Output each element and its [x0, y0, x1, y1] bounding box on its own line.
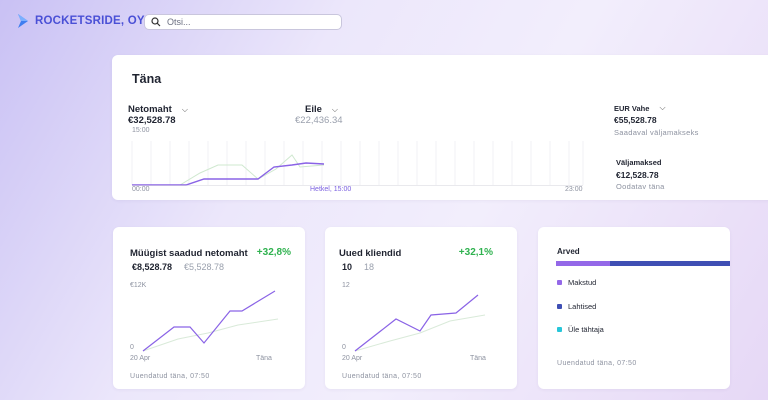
payouts-value: €12,528.78 — [616, 170, 659, 180]
invoices-card[interactable]: Arved Makstud Lahtised Üle tähtaja Uuend… — [538, 227, 730, 389]
yesterday-line — [132, 154, 325, 186]
previous-period-line — [354, 314, 486, 352]
today-chart — [131, 141, 584, 186]
compare-label: Eile — [305, 104, 322, 115]
legend-swatch — [557, 280, 562, 285]
legend-swatch — [557, 327, 562, 332]
updated-text: Uuendatud täna, 07:50 — [342, 373, 422, 380]
search-input[interactable] — [167, 17, 327, 27]
x-axis-end: Täna — [470, 355, 486, 362]
today-panel: Täna Netomaht ⌵ €32,528.78 Eile ⌵ €22,43… — [112, 55, 768, 200]
change-badge: +32,8% — [256, 247, 291, 258]
card-title: Arved — [557, 247, 580, 256]
payouts-label-text: Väljamaksed — [616, 158, 662, 167]
y-axis-bottom: 0 — [130, 344, 134, 351]
updated-text: Uuendatud täna, 07:50 — [130, 373, 210, 380]
metric-label: Netomaht — [128, 104, 172, 115]
card-title: Müügist saadud netomaht — [130, 248, 248, 259]
legend-label: Lahtised — [568, 302, 597, 311]
y-axis-bottom: 0 — [342, 344, 346, 351]
current-period-line — [142, 290, 276, 352]
paid-segment — [556, 261, 610, 266]
net-volume-chart — [142, 290, 279, 352]
card-compare-value: €5,528.78 — [184, 262, 225, 272]
chevron-down-icon: ⌵ — [181, 104, 188, 114]
y-axis-top: 15:00 — [132, 127, 150, 134]
invoices-progress-bar — [556, 261, 730, 266]
legend-label: Makstud — [568, 278, 597, 287]
today-line — [132, 162, 325, 186]
legend-item-overdue: Üle tähtaja — [557, 325, 604, 334]
current-period-line — [354, 294, 479, 352]
balance-label: EUR Vahe — [614, 103, 650, 113]
search-bar[interactable] — [144, 14, 342, 30]
card-compare-value: 18 — [364, 262, 375, 272]
brand[interactable]: ROCKETSRIDE, OY ⌵ — [17, 13, 161, 29]
x-axis-end: 23:00 — [565, 186, 583, 193]
balance-selector[interactable]: EUR Vahe ⌵ — [614, 103, 666, 113]
card-title: Uued kliendid — [339, 248, 402, 259]
legend-item-paid: Makstud — [557, 278, 596, 287]
net-volume-card[interactable]: Müügist saadud netomaht +32,8% €8,528.78… — [113, 227, 305, 389]
x-axis-end: Täna — [256, 355, 272, 362]
legend-swatch — [557, 304, 562, 309]
payouts-label: Väljamaksed — [616, 158, 661, 167]
x-axis-now: Hetkel, 15:00 — [310, 186, 352, 193]
legend-item-open: Lahtised — [557, 302, 596, 311]
change-badge: +32,1% — [458, 247, 493, 258]
compare-value: €22,436.34 — [295, 115, 343, 126]
x-axis-start: 20 Apr — [342, 355, 363, 362]
previous-period-line — [142, 318, 279, 352]
balance-value: €55,528.78 — [614, 115, 657, 125]
compare-selector[interactable]: Eile ⌵ — [305, 104, 338, 115]
x-axis-start: 20 Apr — [130, 355, 151, 362]
card-value: 10 — [342, 262, 353, 272]
y-axis-top: €12K — [130, 282, 147, 289]
chevron-down-icon: ⌵ — [331, 104, 338, 114]
account-name: ROCKETSRIDE, OY — [35, 15, 145, 27]
y-axis-top: 12 — [342, 282, 350, 289]
search-icon — [151, 17, 161, 27]
updated-text: Uuendatud täna, 07:50 — [557, 360, 637, 367]
chevron-down-icon: ⌵ — [659, 103, 666, 112]
new-customers-card[interactable]: Uued kliendid +32,1% 10 18 12 0 20 Apr T… — [325, 227, 517, 389]
x-axis-start: 00:00 — [132, 186, 150, 193]
metric-selector[interactable]: Netomaht ⌵ — [128, 104, 188, 115]
panel-title: Täna — [132, 72, 162, 86]
rocketride-logo-icon — [18, 14, 28, 28]
new-customers-chart — [354, 294, 486, 352]
card-value: €8,528.78 — [132, 262, 173, 272]
payouts-subtitle: Oodatav täna — [616, 182, 665, 191]
balance-subtitle: Saadaval väljamakseks — [614, 128, 699, 137]
legend-label: Üle tähtaja — [568, 325, 604, 334]
metric-value: €32,528.78 — [128, 115, 176, 126]
